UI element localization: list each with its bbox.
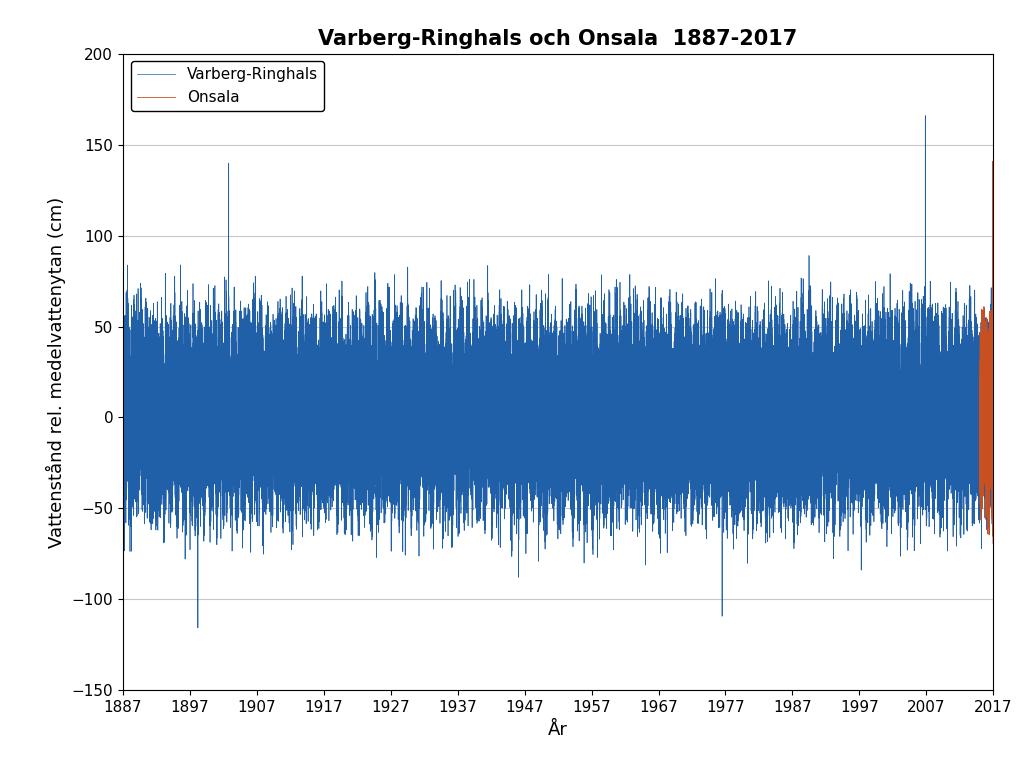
- Line: Varberg-Ringhals: Varberg-Ringhals: [123, 116, 993, 628]
- Varberg-Ringhals: [577, 345, 589, 354]
- Varberg-Ringhals: [173, 444, 185, 453]
- Onsala: [978, 421, 990, 430]
- Onsala: [980, 416, 992, 426]
- Onsala: [987, 539, 999, 548]
- Varberg-Ringhals: [987, 413, 999, 423]
- Varberg-Ringhals: [117, 364, 129, 374]
- Title: Varberg-Ringhals och Onsala  1887-2017: Varberg-Ringhals och Onsala 1887-2017: [318, 29, 798, 49]
- Onsala: [987, 460, 999, 469]
- Onsala: [974, 370, 986, 379]
- Varberg-Ringhals: [258, 412, 270, 421]
- Line: Onsala: Onsala: [980, 161, 993, 544]
- Onsala: [980, 408, 992, 417]
- Legend: Varberg-Ringhals, Onsala: Varberg-Ringhals, Onsala: [130, 61, 325, 111]
- Onsala: [987, 156, 999, 166]
- Y-axis label: Vattenstånd rel. medelvattenytan (cm): Vattenstånd rel. medelvattenytan (cm): [46, 196, 66, 548]
- X-axis label: År: År: [548, 720, 568, 739]
- Onsala: [977, 409, 989, 418]
- Onsala: [978, 363, 990, 372]
- Varberg-Ringhals: [510, 363, 522, 372]
- Varberg-Ringhals: [217, 466, 229, 475]
- Varberg-Ringhals: [691, 442, 703, 451]
- Onsala: [980, 483, 992, 492]
